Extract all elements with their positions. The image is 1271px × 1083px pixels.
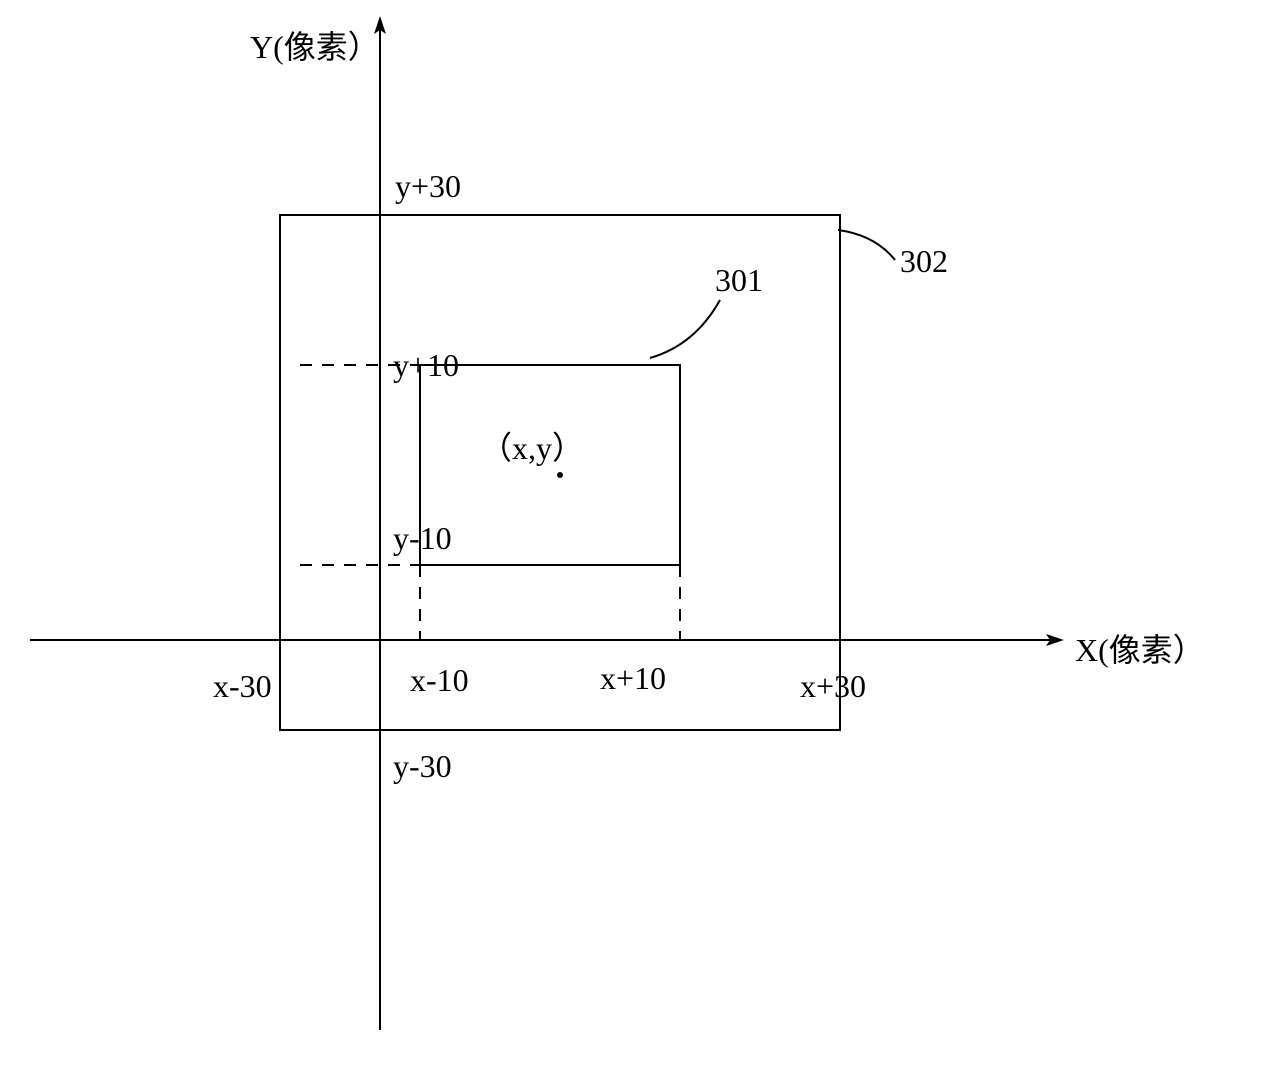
center-point-label: （x,y） (480, 423, 584, 469)
x-plus-10-label: x+10 (600, 660, 666, 697)
coordinate-diagram: Y(像素） X(像素） y+30 y+10 y-10 y-30 x-30 x-1… (0, 0, 1271, 1083)
ref-302-label: 302 (900, 243, 948, 280)
callout-301 (650, 300, 720, 358)
y-plus-10-label: y+10 (393, 347, 459, 384)
x-plus-30-label: x+30 (800, 668, 866, 705)
y-axis-label: Y(像素） (250, 22, 380, 68)
diagram-svg (0, 0, 1271, 1083)
ref-301-label: 301 (715, 262, 763, 299)
y-minus-30-label: y-30 (393, 748, 452, 785)
x-minus-30-label: x-30 (213, 668, 272, 705)
center-point-dot (557, 472, 563, 478)
y-minus-10-label: y-10 (393, 520, 452, 557)
x-minus-10-label: x-10 (410, 662, 469, 699)
y-plus-30-label: y+30 (395, 168, 461, 205)
x-axis-label: X(像素） (1075, 625, 1205, 671)
callout-302 (838, 230, 895, 260)
